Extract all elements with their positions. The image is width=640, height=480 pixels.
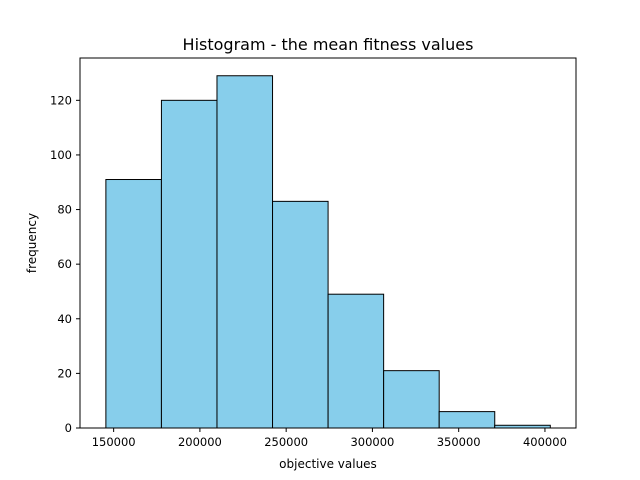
chart-title: Histogram - the mean fitness values	[183, 35, 474, 54]
bars-group	[105, 75, 551, 429]
y-tick-label-3: 60	[57, 257, 72, 271]
x-tick-label-0: 150000	[92, 435, 136, 449]
y-tick-label-5: 100	[50, 148, 72, 162]
y-axis-ticks: 0 20 40 60 80 100 120	[50, 93, 80, 435]
plot-frame	[79, 57, 577, 429]
x-axis-ticks: 150000 200000 250000 300000 350000 400000	[92, 428, 567, 449]
histogram-bar-6	[438, 411, 496, 429]
y-tick-label-2: 40	[57, 312, 72, 326]
histogram-bar-4	[327, 293, 385, 429]
y-tick-label-6: 120	[50, 93, 72, 107]
y-tick-label-0: 0	[65, 421, 72, 435]
histogram-bar-3	[272, 200, 329, 429]
y-axis-label: frequency	[25, 213, 39, 273]
x-tick-label-3: 300000	[350, 435, 394, 449]
histogram-bar-5	[383, 370, 440, 429]
y-tick-label-1: 20	[57, 366, 72, 380]
y-tick-label-4: 80	[57, 203, 72, 217]
x-tick-label-2: 250000	[264, 435, 308, 449]
histogram-bar-2	[216, 75, 274, 429]
histogram-bar-0	[105, 179, 162, 429]
x-axis-label: objective values	[279, 457, 377, 471]
x-tick-label-5: 400000	[523, 435, 567, 449]
x-tick-label-4: 350000	[437, 435, 481, 449]
histogram-bar-1	[160, 99, 218, 429]
x-tick-label-1: 200000	[178, 435, 222, 449]
